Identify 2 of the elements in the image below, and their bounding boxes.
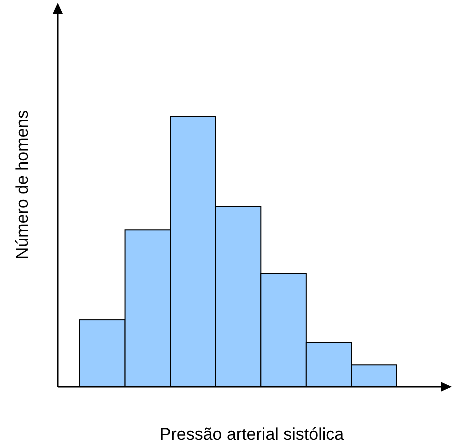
y-axis-title: Número de homens xyxy=(13,110,32,260)
x-axis-title: Pressão arterial sistólica xyxy=(160,425,345,444)
